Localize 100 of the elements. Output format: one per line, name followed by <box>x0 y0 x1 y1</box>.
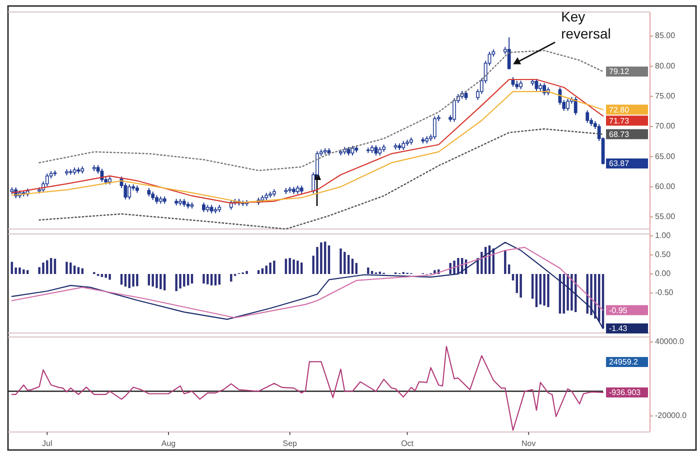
candlestick <box>566 98 570 112</box>
candlestick <box>534 78 538 92</box>
line-series <box>11 346 604 431</box>
text: 63.87 <box>609 159 630 168</box>
bar <box>108 274 111 280</box>
y-tick-label: -20000.0 <box>655 411 688 420</box>
bar <box>128 274 130 288</box>
y-tick-label: 40000.0 <box>655 337 684 346</box>
bar <box>292 260 295 274</box>
bar <box>66 262 68 274</box>
x-tick-label: Nov <box>522 439 536 448</box>
data-label: 72.80 <box>609 105 630 114</box>
bar <box>246 270 248 274</box>
line-series <box>11 246 604 318</box>
bar <box>160 274 162 290</box>
annotation: 24959.2 <box>609 358 638 367</box>
y-tick-label: 0.00 <box>655 269 672 278</box>
bar <box>70 262 72 274</box>
bar <box>22 269 25 274</box>
bar <box>124 274 127 287</box>
candlestick <box>128 184 132 200</box>
bar <box>214 274 217 286</box>
x-tick-label: Jul <box>42 439 52 448</box>
bar <box>296 260 299 274</box>
bar <box>288 258 291 274</box>
data-label: -936.903 <box>609 388 642 398</box>
candlestick <box>45 173 49 187</box>
bar <box>190 274 194 284</box>
bar <box>347 254 350 274</box>
bar <box>265 266 268 274</box>
bar <box>77 267 80 274</box>
line-series <box>38 128 604 230</box>
candlestick <box>464 90 468 101</box>
bar <box>284 258 288 274</box>
bar <box>351 258 354 274</box>
y-tick-label: -0.50 <box>655 288 674 298</box>
bar <box>535 274 538 308</box>
bar <box>210 274 213 286</box>
bar <box>156 274 158 288</box>
bar <box>152 274 154 287</box>
bar <box>531 274 534 299</box>
candlestick <box>432 116 436 140</box>
bar <box>547 274 550 308</box>
annotation: Key reversal <box>561 8 611 42</box>
candlestick <box>542 82 546 96</box>
bar <box>340 248 342 274</box>
bar <box>269 262 272 274</box>
bar <box>230 274 232 282</box>
y-tick-label: 55.00 <box>655 212 676 222</box>
bar <box>18 268 21 274</box>
bar <box>520 274 522 298</box>
bar <box>257 270 260 274</box>
data-label: 71.73 <box>609 116 630 126</box>
bar <box>504 250 506 274</box>
bar <box>539 274 542 304</box>
candlestick <box>452 98 456 122</box>
line-series <box>38 50 604 172</box>
bar <box>54 258 56 274</box>
bar <box>344 252 346 274</box>
bar <box>570 274 573 311</box>
line-series <box>11 242 604 329</box>
bar <box>148 274 150 286</box>
candlestick <box>586 110 590 124</box>
bar <box>367 268 370 274</box>
y-tick-label: 80.00 <box>655 61 676 70</box>
bar <box>163 274 166 290</box>
bar <box>543 274 546 306</box>
bar <box>320 242 322 274</box>
bar <box>73 266 76 274</box>
x-tick-label: Sep <box>282 439 298 448</box>
bar <box>42 262 44 274</box>
candlestick <box>374 144 378 156</box>
bar <box>175 274 178 292</box>
bar <box>136 274 138 286</box>
bar <box>132 274 134 287</box>
bar <box>206 274 209 284</box>
bar <box>183 274 186 287</box>
bar <box>516 274 518 294</box>
bar <box>316 246 318 274</box>
data-label: -1.43 <box>609 324 628 334</box>
bar <box>26 270 29 274</box>
y-tick-label: 70.00 <box>655 122 676 131</box>
candlestick <box>507 36 511 70</box>
y-tick-label: 65.00 <box>655 152 676 161</box>
y-tick-label: 60.00 <box>655 182 676 191</box>
bar <box>104 274 107 278</box>
bar <box>328 245 330 274</box>
candlestick <box>574 96 578 116</box>
bar <box>202 274 205 284</box>
bar <box>186 274 190 286</box>
bar <box>273 260 276 274</box>
x-tick-label: Aug <box>161 439 176 448</box>
data-label: 79.12 <box>609 67 630 76</box>
y-tick-label: 1.00 <box>655 231 672 240</box>
bar <box>453 260 456 274</box>
bar <box>566 274 569 311</box>
bar <box>300 262 303 274</box>
y-tick-label: 0.50 <box>655 250 672 260</box>
bar <box>324 242 326 274</box>
bar <box>512 274 514 280</box>
